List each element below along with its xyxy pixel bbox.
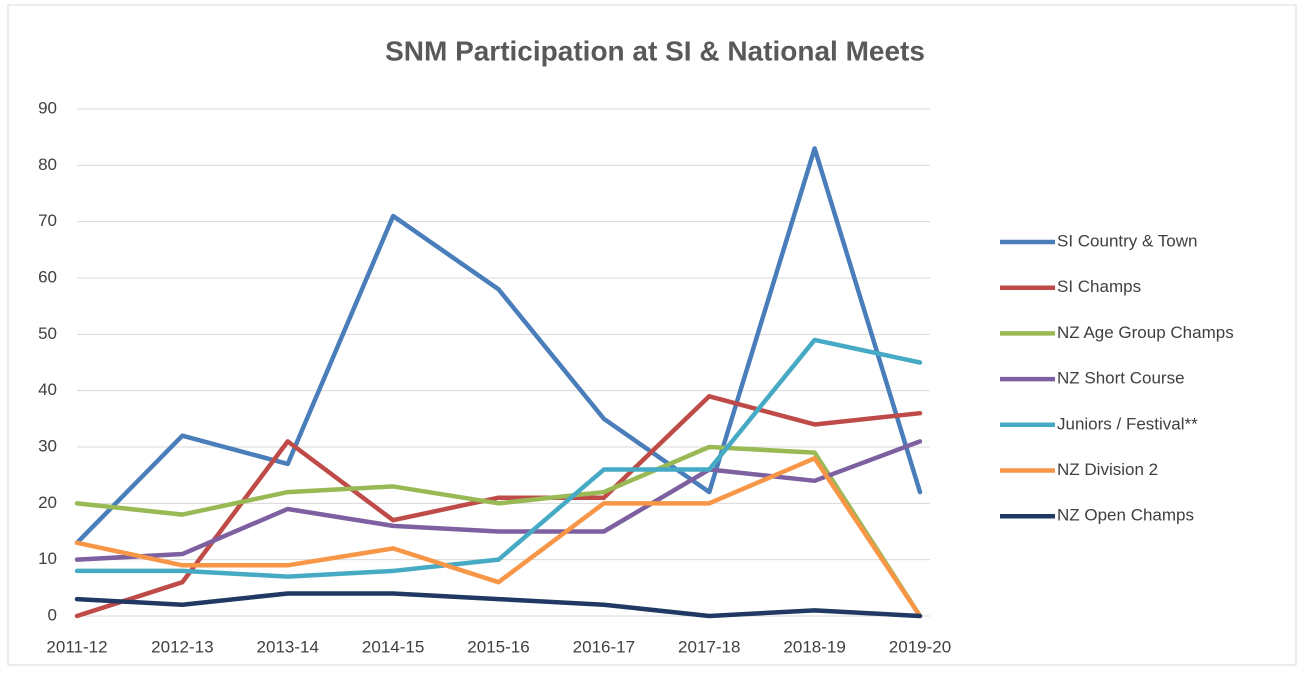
y-tick-label: 10 — [38, 549, 57, 568]
legend-label: SI Country & Town — [1057, 231, 1197, 250]
x-tick-label: 2019-20 — [889, 637, 951, 656]
x-tick-label: 2018-19 — [783, 637, 845, 656]
series-line — [74, 591, 923, 619]
series-line — [74, 146, 923, 546]
y-tick-label: 50 — [38, 324, 57, 343]
y-tick-label: 40 — [38, 380, 57, 399]
x-tick-label: 2014-15 — [362, 637, 424, 656]
y-tick-label: 0 — [48, 605, 57, 624]
legend-label: SI Champs — [1057, 277, 1141, 296]
series-line — [74, 444, 923, 619]
series-line — [74, 337, 923, 579]
x-tick-label: 2016-17 — [573, 637, 635, 656]
chart-title: SNM Participation at SI & National Meets — [385, 35, 925, 66]
chart-frame — [7, 4, 1297, 666]
legend-label: NZ Open Champs — [1057, 506, 1194, 525]
legend-label: NZ Age Group Champs — [1057, 323, 1234, 342]
series-line — [74, 439, 923, 562]
legend-label: NZ Division 2 — [1057, 460, 1158, 479]
y-tick-label: 70 — [38, 211, 57, 230]
legend-label: Juniors / Festival** — [1057, 414, 1198, 433]
x-tick-label: 2015-16 — [467, 637, 529, 656]
y-tick-label: 20 — [38, 493, 57, 512]
y-tick-label: 30 — [38, 436, 57, 455]
series-line — [74, 394, 923, 619]
y-tick-label: 80 — [38, 155, 57, 174]
x-tick-label: 2013-14 — [257, 637, 319, 656]
series-line — [74, 456, 923, 619]
y-tick-label: 60 — [38, 267, 57, 286]
x-tick-label: 2011-12 — [46, 637, 107, 656]
legend-label: NZ Short Course — [1057, 369, 1185, 388]
y-tick-label: 90 — [38, 98, 57, 117]
x-tick-label: 2012-13 — [151, 637, 213, 656]
x-tick-label: 2017-18 — [678, 637, 740, 656]
